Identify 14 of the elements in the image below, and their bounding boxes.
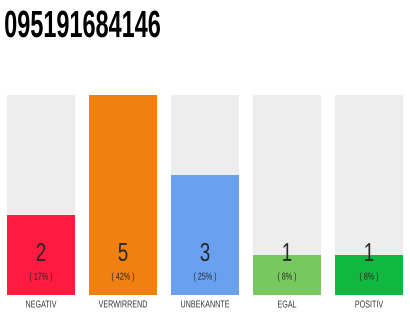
x-tick-label: POSITIV (355, 300, 384, 308)
annotation: ( 8% ) (360, 272, 378, 282)
x-tick-label: NEGATIV (26, 300, 56, 308)
x-tick-label: UNBEKANNTE (181, 300, 230, 308)
annotation: ( 25% ) (194, 272, 216, 282)
x-tick-label: VERWIRREND (98, 300, 148, 308)
annotation: ( 42% ) (112, 272, 134, 282)
annotation: ( 17% ) (30, 272, 52, 282)
data-label: 2 (36, 242, 46, 262)
data-label: 3 (200, 242, 210, 262)
data-label: 5 (118, 242, 128, 262)
chart-title: 095191684146 (5, 10, 160, 38)
annotation: ( 8% ) (278, 272, 296, 282)
x-tick-label: EGAL (278, 300, 296, 308)
